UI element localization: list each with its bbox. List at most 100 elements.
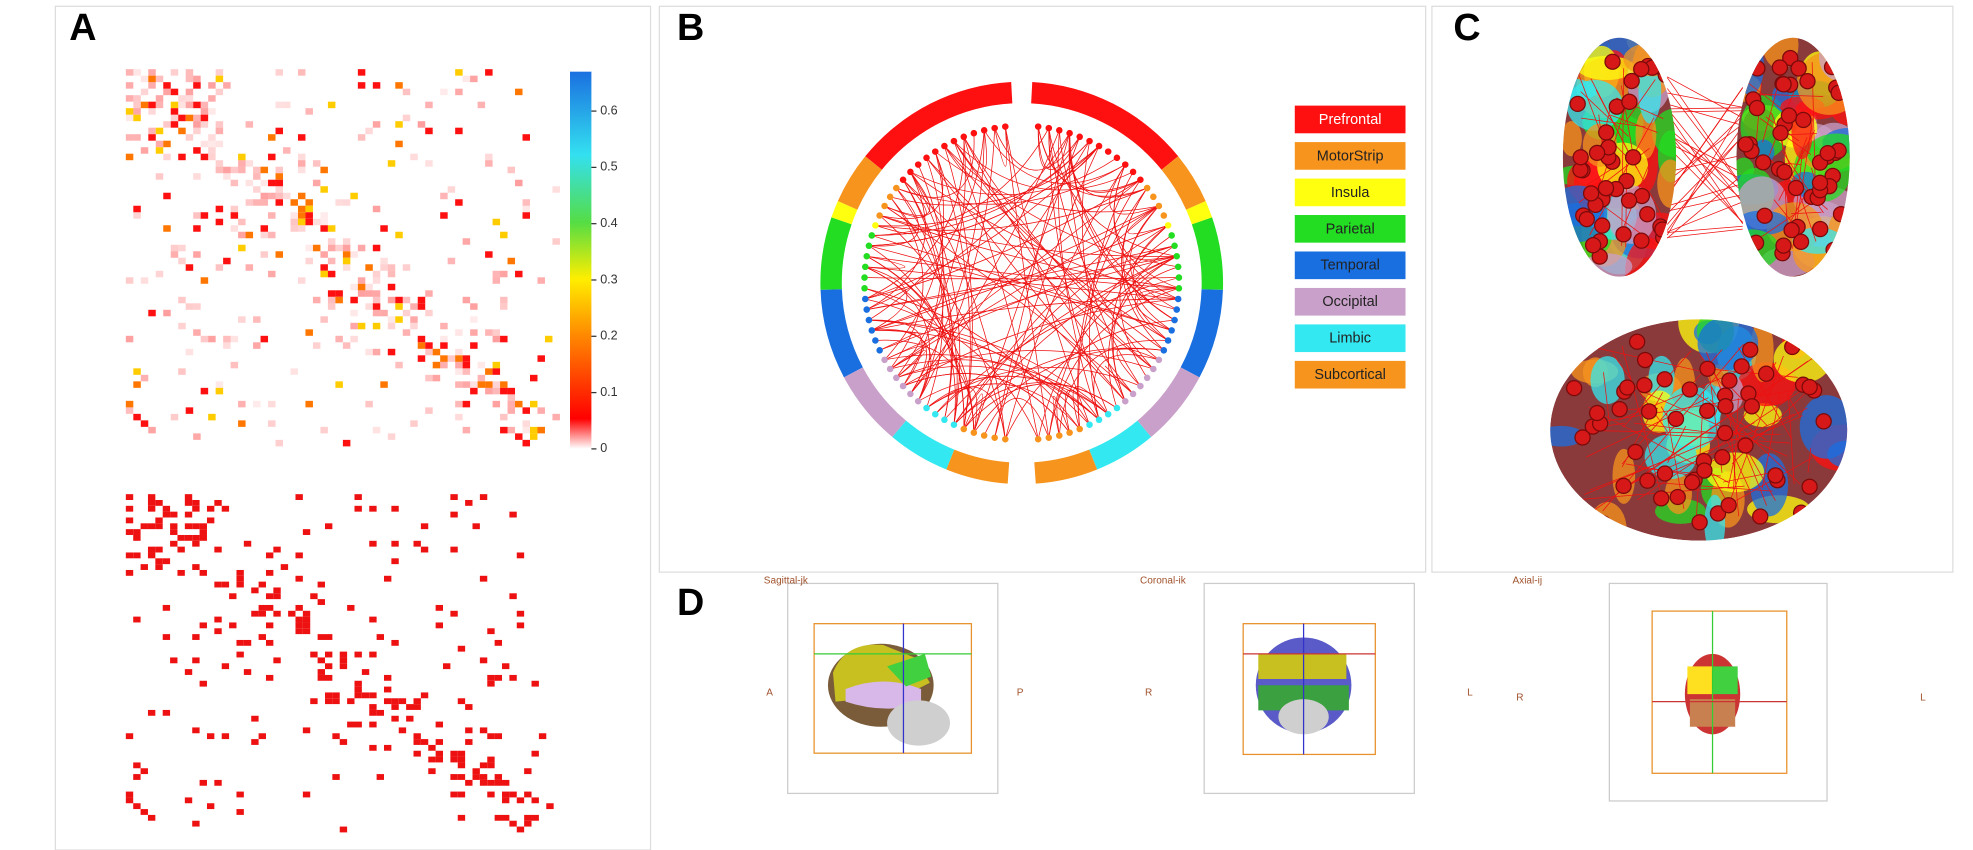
heat-cell [350,283,358,291]
heat-cell [335,381,343,388]
heat-cell [327,296,336,304]
chord [1093,354,1159,420]
node [923,154,930,162]
sphere [1594,515,1612,532]
chord [1048,128,1154,370]
sphere [1633,232,1650,249]
heat-cell [530,400,538,408]
heat-cell [312,160,321,167]
heat-cell [290,218,298,226]
edge [1586,397,1709,458]
chord [1137,245,1177,261]
edge [1591,387,1809,424]
heat-cell [500,296,508,304]
matrix-cell [177,546,185,553]
matrix-cell [339,651,348,658]
matrix-cell [413,698,421,705]
sphere [1756,207,1773,224]
matrix-cell [199,569,207,576]
heat-cell [148,127,156,135]
heat-cell [133,69,141,76]
sphere [1830,84,1847,101]
heat-cell [470,316,478,323]
chord [879,333,916,351]
matrix-cell [413,739,421,745]
sphere [1787,179,1805,197]
chord [994,127,1081,171]
heat-cell [238,400,246,408]
heat-cell [268,400,276,408]
chord [866,255,975,433]
ring-segment [831,201,858,225]
matrix-cell [479,494,488,500]
heat-cell [133,368,141,375]
matrix-cell [487,762,495,769]
matrix-cell [479,762,488,769]
node [950,137,958,145]
heat-cell [215,205,224,213]
chord [871,140,1090,236]
heat-cell [125,134,134,141]
matrix-cell [487,628,495,635]
heat-cell [492,381,501,388]
sphere [1683,474,1701,491]
matrix-cell [391,540,399,547]
heat-cell [305,199,313,206]
heat-cell [140,88,149,96]
heat-cell [552,413,560,421]
heat-cell [380,309,388,317]
heat-cell [260,231,269,239]
node [991,434,998,442]
heat-cell [155,75,164,83]
matrix-cell [147,814,156,821]
heat-cell [268,153,276,161]
heat-cell [425,374,433,382]
heat-cell [305,108,313,115]
matrix-cell [487,733,495,740]
heat-cell [372,121,381,128]
heat-cell [500,387,508,395]
heat-cell [238,153,246,161]
heat-cell [253,316,261,323]
heat-cell [185,88,194,96]
matrix-cell [140,523,148,530]
matrix-cell [310,698,318,705]
heat-cell [185,407,194,414]
matrix-cell [391,698,399,705]
matrix-cell [162,604,171,611]
node [941,142,948,150]
matrix-cell [229,622,237,629]
matrix-cell [288,610,296,617]
matrix-cell [531,750,539,757]
matrix-cell [162,709,171,716]
matrix-cell [487,779,495,786]
matrix-cell [502,791,510,798]
legend-label: Temporal [1320,258,1379,274]
chord [868,130,985,321]
sphere [1594,217,1611,234]
sphere [1588,404,1606,422]
matrix-cell [435,756,444,763]
view-side-label: A [766,687,773,698]
heat-cell [455,355,463,362]
chord [896,136,966,378]
heat-cell [462,238,471,245]
heat-cell [148,101,156,109]
matrix-cell [450,610,458,617]
node [1086,421,1093,429]
matrix-cell [184,511,193,518]
heat-cell [365,264,373,271]
sphere [1748,99,1766,117]
ring-segment [1180,289,1223,378]
heat-cell [283,192,291,200]
chord [1048,128,1100,175]
heat-cell [327,270,336,278]
node [1121,161,1129,168]
matrix-cell [383,698,392,705]
heat-cell [447,355,456,362]
heat-cell [275,199,284,206]
panel-label: D [677,581,704,623]
heat-cell [492,368,501,375]
heat-cell [223,335,231,343]
heat-cell [432,374,441,382]
